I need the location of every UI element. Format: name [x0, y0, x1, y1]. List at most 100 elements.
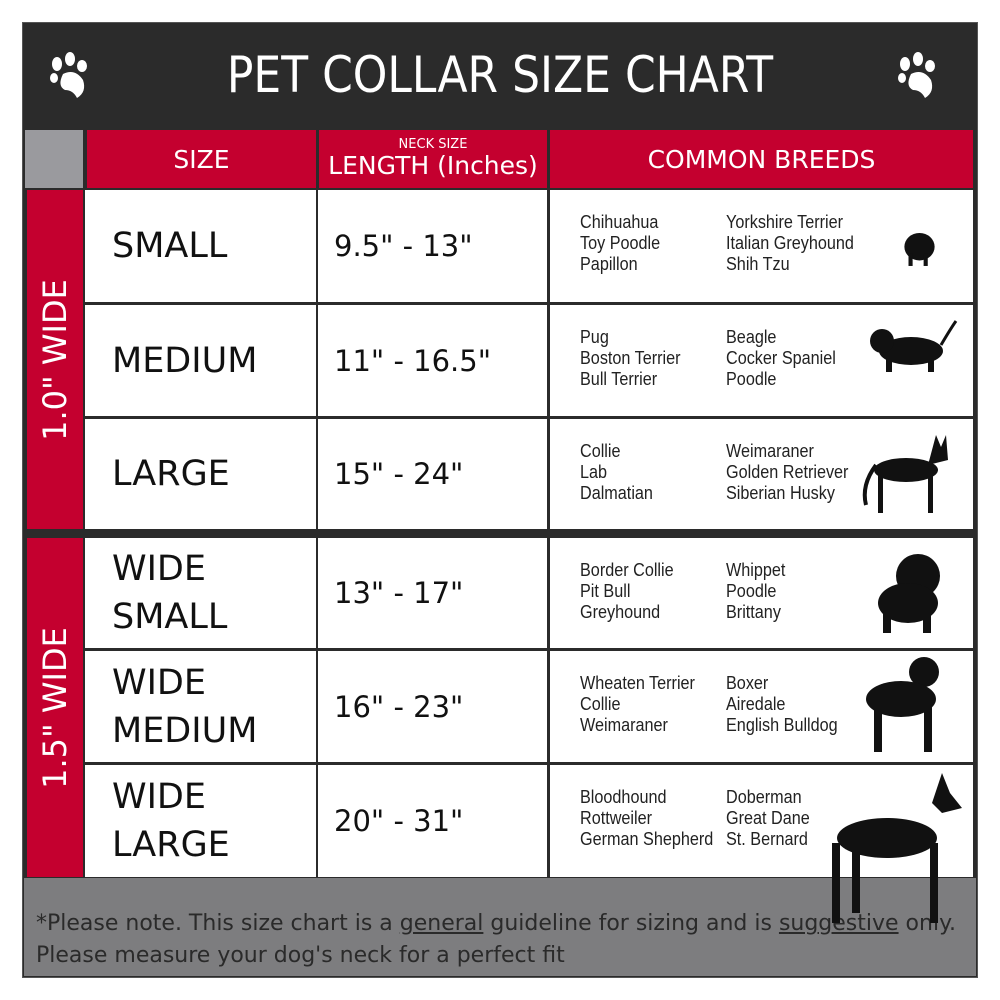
- breed-list: Whippet Poodle Brittany: [726, 560, 785, 623]
- size-label-line: MEDIUM: [112, 710, 258, 751]
- breed-name: Poodle: [726, 581, 777, 601]
- header-breeds-label: COMMON BREEDS: [647, 144, 876, 174]
- breed-name: Boxer: [726, 673, 769, 693]
- breeds-cell: [550, 190, 973, 302]
- size-cell: [85, 651, 316, 762]
- size-label-line: SMALL: [112, 597, 228, 637]
- breed-name: Siberian Husky: [726, 483, 835, 503]
- breed-name: Chihuahua: [580, 212, 659, 232]
- breed-name: Whippet: [726, 560, 786, 580]
- breed-name: Greyhound: [580, 602, 661, 622]
- length-cell: [318, 419, 547, 529]
- breed-list: Weimaraner Golden Retriever Siberian Husky: [726, 441, 848, 504]
- breed-list: Bloodhound Rottweiler German Shepherd: [580, 787, 713, 850]
- group-label: 1.0" WIDE: [36, 278, 74, 441]
- neck-length: 15" - 24": [334, 457, 464, 491]
- breed-name: Border Collie: [580, 560, 674, 580]
- footer-text: *Please note. This size chart is a: [36, 911, 400, 936]
- breed-list: Yorkshire Terrier Italian Greyhound Shih T…: [726, 212, 854, 275]
- neck-length: 20" - 31": [334, 804, 464, 838]
- length-cell: [318, 538, 547, 648]
- size-label-line: WIDE: [112, 777, 206, 817]
- size-cell: [85, 190, 316, 302]
- breed-name: Beagle: [726, 327, 777, 347]
- dog-silhouette-icon: [862, 435, 948, 513]
- header-length-label: LENGTH (Inches): [328, 151, 538, 180]
- breed-name: Airedale: [726, 694, 786, 714]
- footer-line-2: Please measure your dog's neck for a per…: [36, 943, 565, 968]
- breed-name: Doberman: [726, 787, 802, 807]
- breed-name: Italian Greyhound: [726, 233, 854, 253]
- size-label-line: WIDE: [112, 549, 206, 589]
- neck-length: 16" - 23": [334, 689, 464, 724]
- size-cell: [85, 538, 316, 648]
- neck-length: 9.5" - 13": [334, 229, 473, 263]
- size-label-line: LARGE: [112, 454, 230, 494]
- breed-list: Beagle Cocker Spaniel Poodle: [726, 327, 836, 390]
- breed-name: Wheaten Terrier: [580, 673, 695, 693]
- breed-name: Rottweiler: [580, 808, 653, 828]
- breed-list: Chihuahua Toy Poodle Papillon: [580, 212, 660, 275]
- header-corner-cell: [25, 130, 83, 188]
- dog-silhouette-icon: [832, 773, 962, 923]
- footer-text: guideline for sizing and is: [483, 911, 779, 936]
- breed-name: German Shepherd: [580, 829, 714, 849]
- breed-name: Weimaraner: [726, 441, 814, 461]
- length-cell: [318, 190, 547, 302]
- breed-name: Papillon: [580, 254, 638, 274]
- breed-name: Poodle: [726, 369, 777, 389]
- breed-name: Lab: [580, 462, 608, 482]
- footer-underlined: general: [399, 911, 484, 936]
- header-length-small: NECK SIZE: [398, 137, 468, 152]
- breed-list: Doberman Great Dane St. Bernard: [726, 787, 810, 850]
- header-breeds: COMMON BREEDS: [550, 130, 973, 188]
- header-size: SIZE: [87, 130, 316, 188]
- breed-list: Pug Boston Terrier Bull Terrier: [580, 327, 681, 390]
- size-cell: [85, 305, 316, 416]
- breed-name: Collie: [580, 694, 621, 714]
- breed-name: Yorkshire Terrier: [726, 212, 844, 232]
- breed-list: Boxer Airedale English Bulldog: [726, 673, 838, 736]
- dog-silhouette-icon: [904, 232, 935, 266]
- breed-name: Cocker Spaniel: [726, 348, 836, 368]
- size-label: WIDE SMALL: [112, 538, 227, 648]
- paw-print-icon: [50, 52, 87, 98]
- breed-name: Bloodhound: [580, 787, 667, 807]
- group-band: 1.0" WIDE: [27, 190, 83, 529]
- breed-name: Bull Terrier: [580, 369, 658, 389]
- dog-silhouette-icon: [878, 554, 940, 633]
- length-cell: [318, 305, 547, 416]
- size-cell: [85, 765, 316, 877]
- size-label: WIDE MEDIUM: [112, 651, 257, 762]
- breed-name: Weimaraner: [580, 715, 668, 735]
- neck-length: 11" - 16.5": [334, 343, 492, 378]
- size-label-line: SMALL: [112, 226, 228, 266]
- group-label: 1.5" WIDE: [36, 626, 74, 789]
- group-band: 1.5" WIDE: [27, 538, 83, 877]
- size-label: SMALL: [112, 190, 227, 302]
- page-title: PET COLLAR SIZE CHART: [226, 46, 774, 104]
- breed-name: St. Bernard: [726, 829, 808, 849]
- breed-name: Pug: [580, 327, 609, 347]
- breed-name: Shih Tzu: [726, 254, 790, 274]
- breed-name: Dalmatian: [580, 483, 653, 503]
- breed-name: Toy Poodle: [580, 233, 661, 253]
- breed-name: Boston Terrier: [580, 348, 681, 368]
- dog-silhouette-icon: [870, 320, 958, 372]
- header-length: NECK SIZE LENGTH (Inches): [319, 130, 547, 188]
- breed-name: Golden Retriever: [726, 462, 849, 482]
- breed-name: English Bulldog: [726, 715, 838, 735]
- length-cell: [318, 651, 547, 762]
- size-label-line: WIDE: [112, 662, 206, 703]
- size-label-line: LARGE: [112, 825, 230, 865]
- size-label: WIDE LARGE: [112, 765, 230, 877]
- dog-silhouette-icon: [866, 657, 939, 752]
- size-label-line: MEDIUM: [112, 340, 258, 381]
- breed-name: Collie: [580, 441, 621, 461]
- footer-note: *Please note. This size chart is a gener…: [24, 878, 976, 976]
- size-cell: [85, 419, 316, 529]
- length-cell: [318, 765, 547, 877]
- neck-length: 13" - 17": [334, 576, 464, 610]
- breed-name: Brittany: [726, 602, 781, 622]
- breed-name: Pit Bull: [580, 581, 631, 601]
